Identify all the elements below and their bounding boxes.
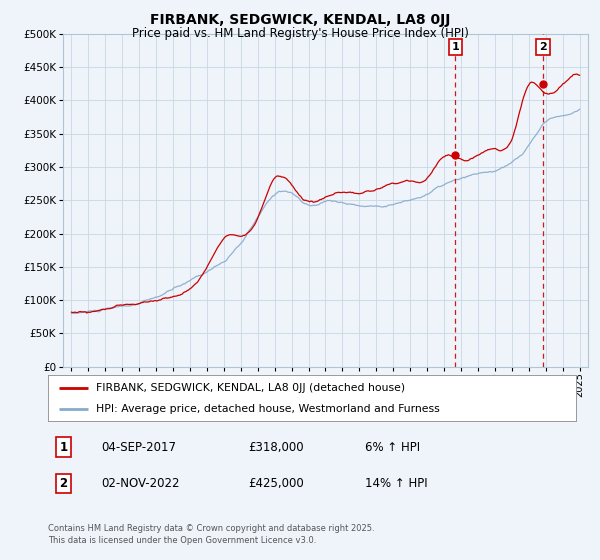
Text: Contains HM Land Registry data © Crown copyright and database right 2025.
This d: Contains HM Land Registry data © Crown c…	[48, 524, 374, 545]
Text: FIRBANK, SEDGWICK, KENDAL, LA8 0JJ: FIRBANK, SEDGWICK, KENDAL, LA8 0JJ	[150, 13, 450, 27]
Text: 1: 1	[452, 42, 459, 52]
Text: 2: 2	[59, 477, 68, 490]
Text: 1: 1	[59, 441, 68, 454]
Text: HPI: Average price, detached house, Westmorland and Furness: HPI: Average price, detached house, West…	[95, 404, 439, 414]
Text: £318,000: £318,000	[248, 441, 304, 454]
Text: 02-NOV-2022: 02-NOV-2022	[101, 477, 179, 490]
Text: 2: 2	[539, 42, 547, 52]
Text: FIRBANK, SEDGWICK, KENDAL, LA8 0JJ (detached house): FIRBANK, SEDGWICK, KENDAL, LA8 0JJ (deta…	[95, 383, 404, 393]
Text: 6% ↑ HPI: 6% ↑ HPI	[365, 441, 420, 454]
Text: Price paid vs. HM Land Registry's House Price Index (HPI): Price paid vs. HM Land Registry's House …	[131, 27, 469, 40]
Text: £425,000: £425,000	[248, 477, 304, 490]
Text: 14% ↑ HPI: 14% ↑ HPI	[365, 477, 427, 490]
Text: 04-SEP-2017: 04-SEP-2017	[101, 441, 176, 454]
